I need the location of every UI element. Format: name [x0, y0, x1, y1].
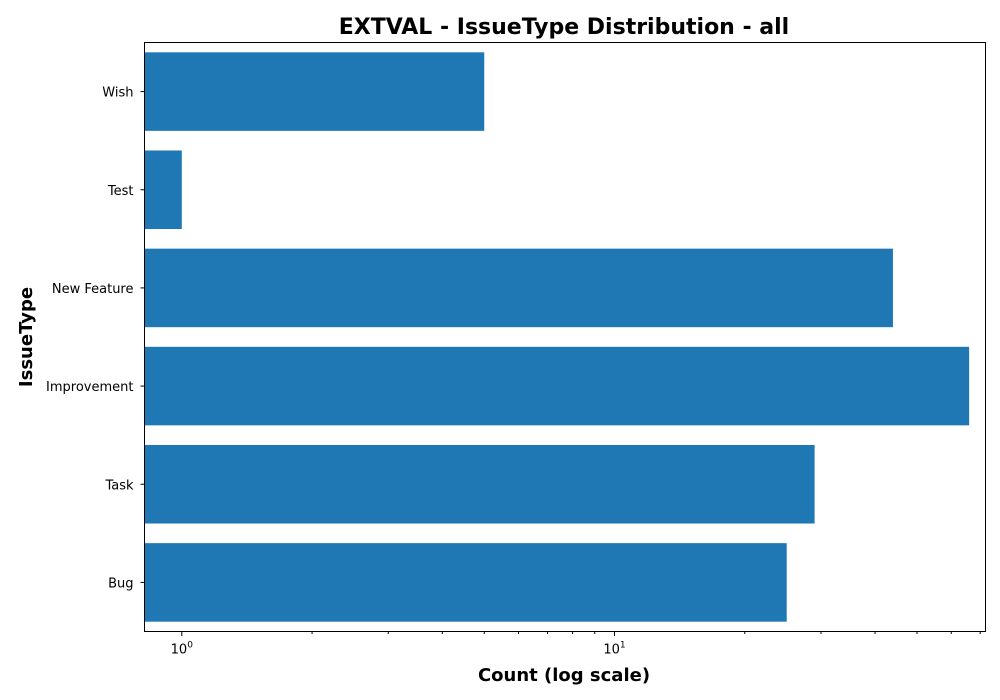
- y-axis: Bug Task Improvement New Feature Test Wish: [46, 86, 145, 591]
- bar-bug: [144, 543, 787, 622]
- bar-wish: [144, 52, 485, 131]
- y-tick-label: New Feature: [52, 282, 134, 297]
- y-tick-label: Task: [104, 478, 134, 493]
- bar-new-feature: [144, 248, 893, 328]
- y-tick-label: Improvement: [46, 380, 133, 395]
- bar-task: [144, 444, 815, 524]
- y-tick-label: Test: [107, 184, 134, 199]
- plot-frame: [144, 42, 986, 632]
- y-axis-label: IssueType: [16, 287, 37, 387]
- x-axis-label: Count (log scale): [478, 665, 650, 686]
- chart-title: EXTVAL - IssueType Distribution - all: [339, 15, 789, 40]
- bar-test: [144, 150, 182, 230]
- bars-group: [144, 52, 970, 622]
- y-tick-label: Wish: [102, 86, 133, 101]
- x-tick-label: 101: [603, 641, 625, 658]
- y-tick-label: Bug: [108, 576, 133, 591]
- x-axis: 100 101: [171, 631, 981, 658]
- bar-improvement: [144, 346, 970, 426]
- x-tick-label: 100: [171, 641, 194, 658]
